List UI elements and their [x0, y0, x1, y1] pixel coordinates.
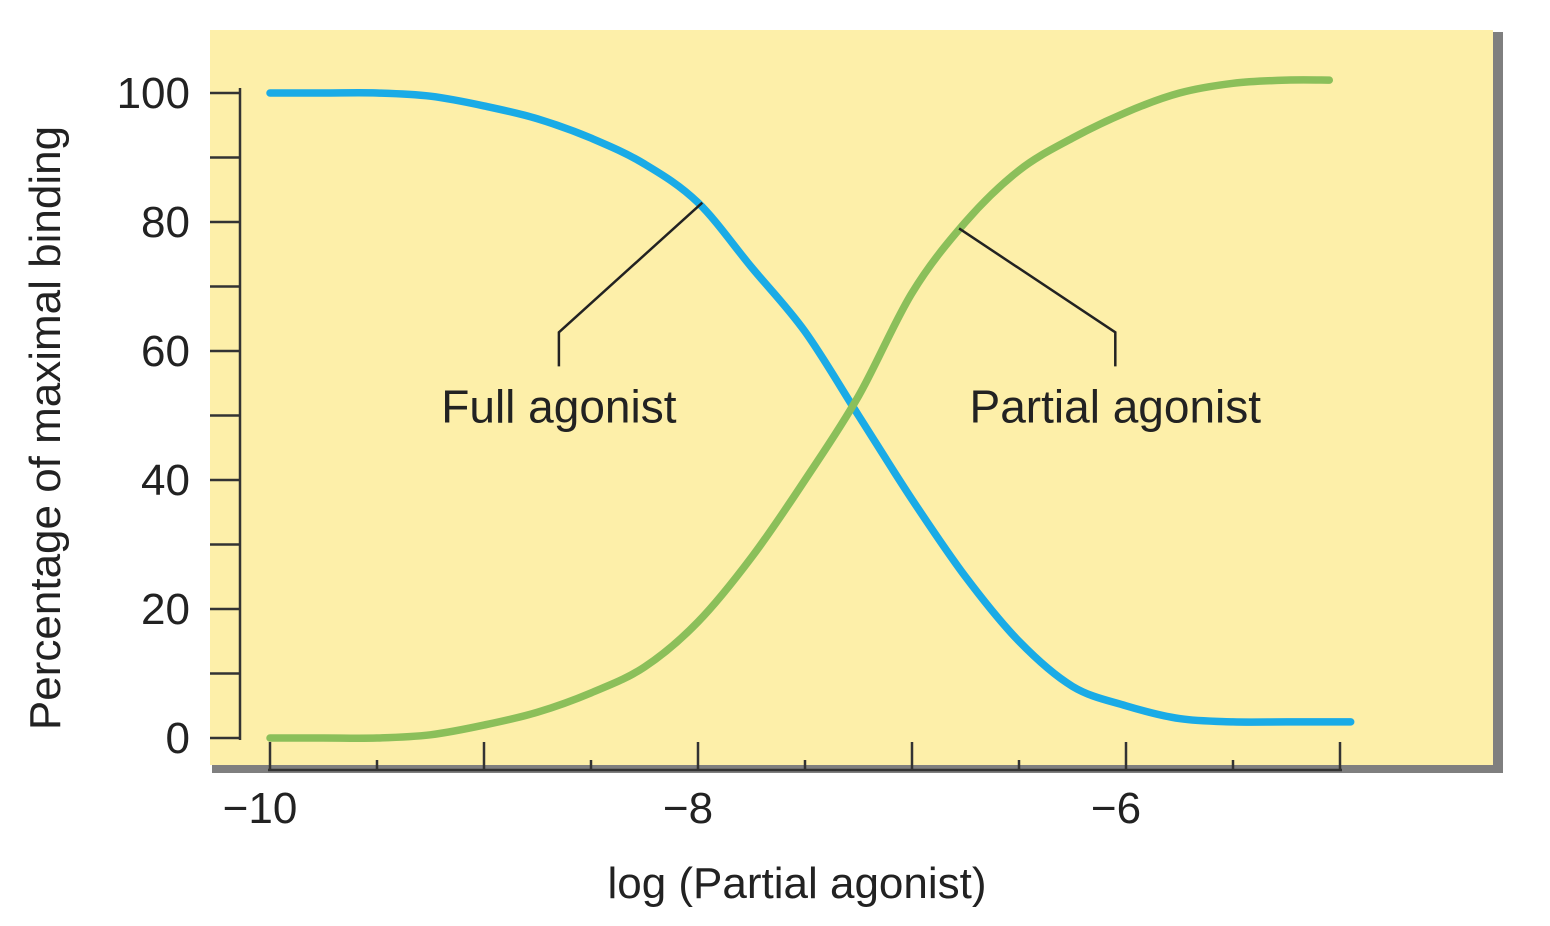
x-tick-label: −10: [223, 784, 298, 833]
x-tick-label: −6: [1091, 784, 1141, 833]
y-tick-label: 60: [141, 327, 190, 376]
y-axis: 0 20 40 60 80 100: [117, 69, 242, 763]
x-tick-label: −8: [663, 784, 713, 833]
y-axis-title: Percentage of maximal binding: [21, 126, 70, 730]
x-axis: −10 −8 −6: [223, 742, 1342, 833]
annotation-leader-line: [557, 201, 704, 367]
y-tick-label: 0: [166, 714, 190, 763]
annotation-leader-line: [958, 227, 1117, 367]
annotation-label: Partial agonist: [970, 380, 1262, 432]
y-tick-label: 100: [117, 69, 190, 118]
series-line-full-agonist: [266, 89, 1355, 726]
annotation-label: Full agonist: [441, 380, 676, 432]
x-axis-title: log (Partial agonist): [607, 859, 986, 908]
series-layer: [266, 76, 1355, 742]
series-line-partial-agonist: [266, 76, 1334, 742]
annotation-layer: Full agonist Partial agonist: [441, 201, 1262, 432]
y-tick-label: 80: [141, 198, 190, 247]
y-tick-label: 20: [141, 585, 190, 634]
y-tick-label: 40: [141, 456, 190, 505]
